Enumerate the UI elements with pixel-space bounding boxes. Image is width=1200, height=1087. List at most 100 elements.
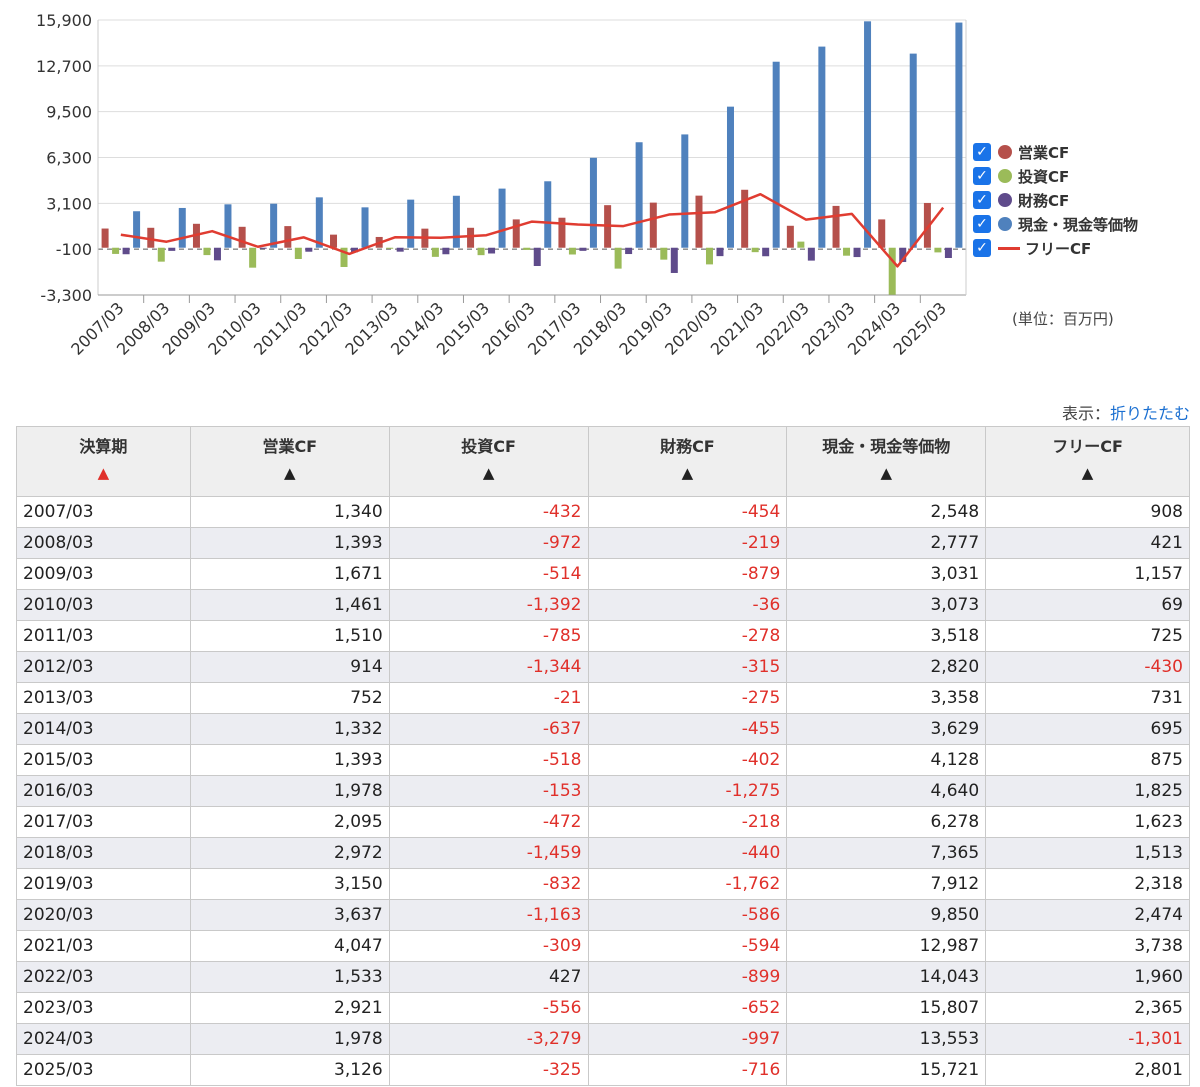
header-cash[interactable]: 現金・現金等価物 ▲ (786, 426, 987, 497)
bar (614, 247, 622, 269)
value-cell: 725 (985, 620, 1190, 652)
value-cell: 2,365 (985, 992, 1190, 1024)
bar (544, 181, 552, 248)
period-cell: 2011/03 (16, 620, 191, 652)
bar (635, 142, 643, 248)
bar (923, 202, 931, 248)
value-cell: 2,095 (189, 806, 390, 838)
legend-checkbox[interactable]: ✓ (973, 167, 991, 185)
bar (294, 247, 302, 259)
legend-item-free-cf[interactable]: ✓ フリーCF (973, 236, 1138, 260)
period-cell: 2008/03 (16, 527, 191, 559)
value-cell: 2,801 (985, 1054, 1190, 1086)
header-period[interactable]: 決算期 ▲ (16, 426, 191, 497)
header-free-cf[interactable]: フリーCF ▲ (985, 426, 1190, 497)
period-cell: 2015/03 (16, 744, 191, 776)
bar (558, 217, 566, 248)
legend-checkbox[interactable]: ✓ (973, 143, 991, 161)
value-cell: -518 (388, 744, 589, 776)
period-cell: 2010/03 (16, 589, 191, 621)
legend-checkbox[interactable]: ✓ (973, 191, 991, 209)
legend-checkbox[interactable]: ✓ (973, 239, 991, 257)
legend-item-operating[interactable]: ✓ 営業CF (973, 140, 1138, 164)
value-cell: 1,393 (189, 527, 390, 559)
value-cell: -36 (587, 589, 788, 621)
bar (909, 53, 917, 248)
value-cell: 3,637 (189, 899, 390, 931)
bar (238, 226, 246, 248)
bar (695, 195, 703, 248)
value-cell: 14,043 (786, 961, 987, 993)
period-cell: 2012/03 (16, 651, 191, 683)
bar (762, 247, 770, 257)
legend-marker-icon (998, 145, 1012, 159)
value-cell: 4,128 (786, 744, 987, 776)
value-cell: -1,459 (388, 837, 589, 869)
value-cell: 695 (985, 713, 1190, 745)
legend-checkbox[interactable]: ✓ (973, 215, 991, 233)
bar (361, 207, 369, 248)
bar (681, 134, 689, 248)
value-cell: 3,150 (189, 868, 390, 900)
header-financing-cf[interactable]: 財務CF ▲ (587, 426, 788, 497)
legend-item-investing[interactable]: ✓ 投資CF (973, 164, 1138, 188)
y-tick-label: -100 (56, 240, 92, 259)
value-cell: -997 (587, 1023, 788, 1055)
table-row: 2015/03 1,393 -518 -402 4,128 875 (16, 744, 1190, 776)
bar (498, 188, 506, 248)
bar (467, 227, 475, 248)
period-cell: 2017/03 (16, 806, 191, 838)
bar (533, 247, 541, 266)
value-cell: 1,513 (985, 837, 1190, 869)
value-cell: 3,126 (189, 1054, 390, 1086)
sort-icon[interactable]: ▲ (681, 464, 694, 482)
value-cell: 2,548 (786, 496, 987, 528)
value-cell: -972 (388, 527, 589, 559)
bar (589, 157, 597, 248)
value-cell: -309 (388, 930, 589, 962)
collapse-link[interactable]: 折りたたむ (1109, 404, 1190, 423)
sort-icon[interactable]: ▲ (880, 464, 892, 482)
value-cell: -219 (587, 527, 788, 559)
header-operating-cf[interactable]: 営業CF ▲ (189, 426, 390, 497)
bar (203, 247, 211, 256)
y-tick-label: 15,900 (36, 11, 92, 30)
sort-icon[interactable]: ▲ (284, 464, 296, 482)
bar (259, 247, 267, 249)
value-cell: -879 (587, 558, 788, 590)
value-cell: 1,623 (985, 806, 1190, 838)
y-tick-label: 12,700 (36, 57, 92, 76)
table-row: 2025/03 3,126 -325 -716 15,721 2,801 (16, 1054, 1190, 1086)
bar (568, 247, 576, 255)
bar (305, 247, 313, 252)
value-cell: -21 (388, 682, 589, 714)
value-cell: 421 (985, 527, 1190, 559)
value-cell: 914 (189, 651, 390, 683)
sort-icon[interactable]: ▲ (482, 464, 495, 482)
table-row: 2019/03 3,150 -832 -1,762 7,912 2,318 (16, 868, 1190, 900)
value-cell: 752 (189, 682, 390, 714)
header-investing-cf[interactable]: 投資CF ▲ (388, 426, 589, 497)
bar (625, 247, 633, 255)
legend-item-cash[interactable]: ✓ 現金・現金等価物 (973, 212, 1138, 236)
legend-item-financing[interactable]: ✓ 財務CF (973, 188, 1138, 212)
bar (213, 247, 221, 261)
bar (807, 247, 815, 261)
legend-marker-icon (998, 169, 1012, 183)
bar (955, 22, 963, 248)
value-cell: -716 (587, 1054, 788, 1086)
value-cell: -785 (388, 620, 589, 652)
chart-legend: ✓ 営業CF ✓ 投資CF ✓ 財務CF ✓ 現金・現金等価物 ✓ フリーCF (973, 140, 1138, 260)
value-cell: -153 (388, 775, 589, 807)
value-cell: 731 (985, 682, 1190, 714)
table-row: 2007/03 1,340 -432 -454 2,548 908 (16, 496, 1190, 528)
value-cell: 1,510 (189, 620, 390, 652)
value-cell: -1,301 (985, 1023, 1190, 1055)
sort-asc-icon[interactable]: ▲ (97, 464, 110, 482)
value-cell: 3,629 (786, 713, 987, 745)
value-cell: 2,921 (189, 992, 390, 1024)
value-cell: 2,972 (189, 837, 390, 869)
value-cell: 7,912 (786, 868, 987, 900)
legend-label: 現金・現金等価物 (1018, 215, 1139, 234)
sort-icon[interactable]: ▲ (1081, 464, 1094, 482)
